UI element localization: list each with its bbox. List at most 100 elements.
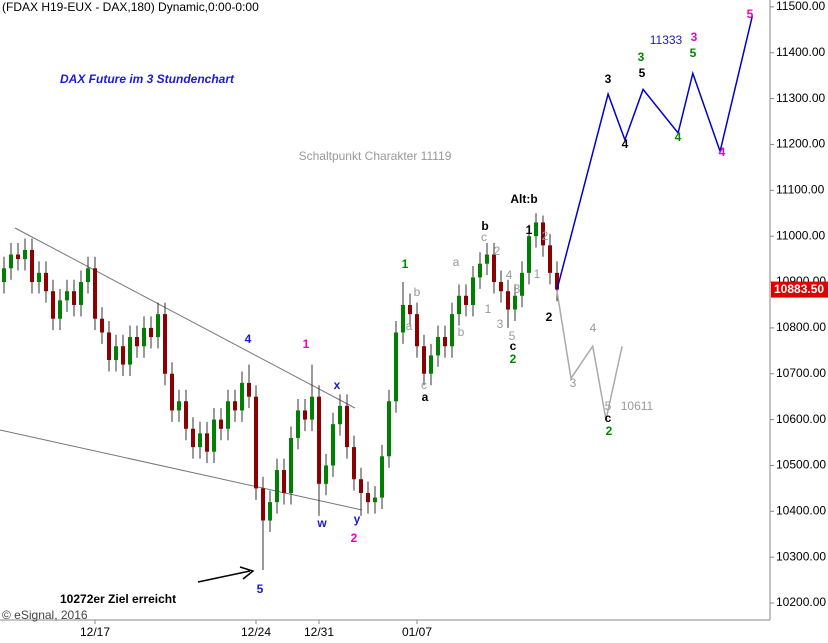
wave-label: 11333 xyxy=(650,33,683,47)
candle-body xyxy=(324,465,328,484)
candle-body xyxy=(100,318,104,333)
y-tick-label: 11400.00 xyxy=(776,45,825,59)
x-tick-label: 12/24 xyxy=(241,625,271,639)
candle-body xyxy=(212,419,216,452)
wave-label: 2 xyxy=(351,531,358,545)
candle-body xyxy=(415,314,419,347)
candle-body xyxy=(254,396,258,489)
wave-label: 4 xyxy=(590,321,597,335)
candle-body xyxy=(499,282,503,292)
wave-label: 2 xyxy=(542,229,549,243)
y-tick-label: 11000.00 xyxy=(776,228,825,242)
y-tick-label: 10800.00 xyxy=(776,320,826,334)
candle-body xyxy=(520,272,524,296)
candle-body xyxy=(548,245,552,273)
candle-body xyxy=(9,254,13,269)
candle-body xyxy=(471,277,475,305)
chart-title: DAX Future im 3 Stundenchart xyxy=(60,72,235,86)
wave-label: c xyxy=(481,230,487,244)
candle-body xyxy=(331,424,335,466)
candle-body xyxy=(142,327,146,347)
wave-label: 1 xyxy=(526,223,533,237)
wave-label: c xyxy=(421,378,427,392)
wave-label: 2 xyxy=(606,424,613,438)
candle-body xyxy=(282,470,286,493)
candle-body xyxy=(219,419,223,429)
candle-body xyxy=(303,410,307,420)
wave-label: 4 xyxy=(719,145,726,159)
wave-label: 1 xyxy=(303,337,310,351)
candle-body xyxy=(555,272,559,290)
wave-label: 5 xyxy=(690,46,697,60)
projection-line xyxy=(556,15,754,290)
y-tick-label: 10200.00 xyxy=(776,595,826,609)
wave-label: 3 xyxy=(570,376,577,390)
candle-body xyxy=(436,337,440,356)
candle-body xyxy=(527,236,531,273)
candle-body xyxy=(58,300,62,319)
wave-label: 3 xyxy=(514,282,521,296)
wave-label: Alt:b xyxy=(510,192,537,206)
wave-label: 1 xyxy=(534,267,541,281)
wave-label: 5 xyxy=(747,7,754,21)
candle-body xyxy=(457,295,461,315)
wave-label: y xyxy=(354,512,361,526)
y-tick-label: 10600.00 xyxy=(776,412,826,426)
candle-body xyxy=(23,249,27,260)
candle-body xyxy=(338,405,342,425)
candle-body xyxy=(534,222,538,237)
candle-body xyxy=(429,355,433,374)
candle-body xyxy=(478,263,482,278)
candle-body xyxy=(16,254,20,260)
y-tick-label: 10300.00 xyxy=(776,549,826,563)
candle-body xyxy=(226,401,230,429)
candle-body xyxy=(177,401,181,411)
last-price-label: 10883.50 xyxy=(774,282,824,296)
wave-label: a xyxy=(406,319,413,333)
candle-body xyxy=(170,373,174,411)
wave-label: b xyxy=(458,325,465,339)
trend-line xyxy=(14,227,356,409)
candle-body xyxy=(156,314,160,338)
callout-arrowhead xyxy=(239,566,255,580)
wave-label: 5 xyxy=(605,399,612,413)
wave-label: a xyxy=(453,255,460,269)
candle-body xyxy=(128,337,132,365)
candle-body xyxy=(268,502,272,521)
candle-body xyxy=(289,437,293,493)
y-tick-label: 10500.00 xyxy=(776,458,826,472)
wave-label: 2 xyxy=(494,244,501,258)
last-price-box xyxy=(771,281,828,298)
candle-body xyxy=(359,479,363,493)
wave-label: 3 xyxy=(638,50,645,64)
y-tick-label: 10400.00 xyxy=(776,503,826,517)
wave-label: 5 xyxy=(509,329,516,343)
wave-label: Schaltpunkt Charakter 11119 xyxy=(299,149,452,163)
y-tick-label: 11200.00 xyxy=(776,137,825,151)
wave-label: c xyxy=(510,339,517,353)
candle-body xyxy=(44,272,48,292)
projection-line xyxy=(556,291,623,420)
candle-body xyxy=(65,291,69,301)
candle-body xyxy=(380,456,384,498)
y-tick-label: 11100.00 xyxy=(776,182,825,196)
candle-body xyxy=(373,497,377,503)
candle-body xyxy=(198,433,202,448)
wave-label: x xyxy=(334,378,341,392)
wave-label: 4 xyxy=(622,137,629,151)
wave-label: 3 xyxy=(605,72,612,86)
candle-body xyxy=(30,249,34,283)
candle-body xyxy=(275,470,279,503)
y-tick-label: 11300.00 xyxy=(776,91,825,105)
candle-body xyxy=(310,396,314,420)
candle-body xyxy=(86,268,90,283)
candle-body xyxy=(492,254,496,283)
candle-body xyxy=(464,295,468,305)
candle-body xyxy=(191,428,195,448)
candle-body xyxy=(387,401,391,457)
candle-body xyxy=(72,291,76,305)
candle-body xyxy=(121,346,125,365)
candle-body xyxy=(2,268,6,283)
